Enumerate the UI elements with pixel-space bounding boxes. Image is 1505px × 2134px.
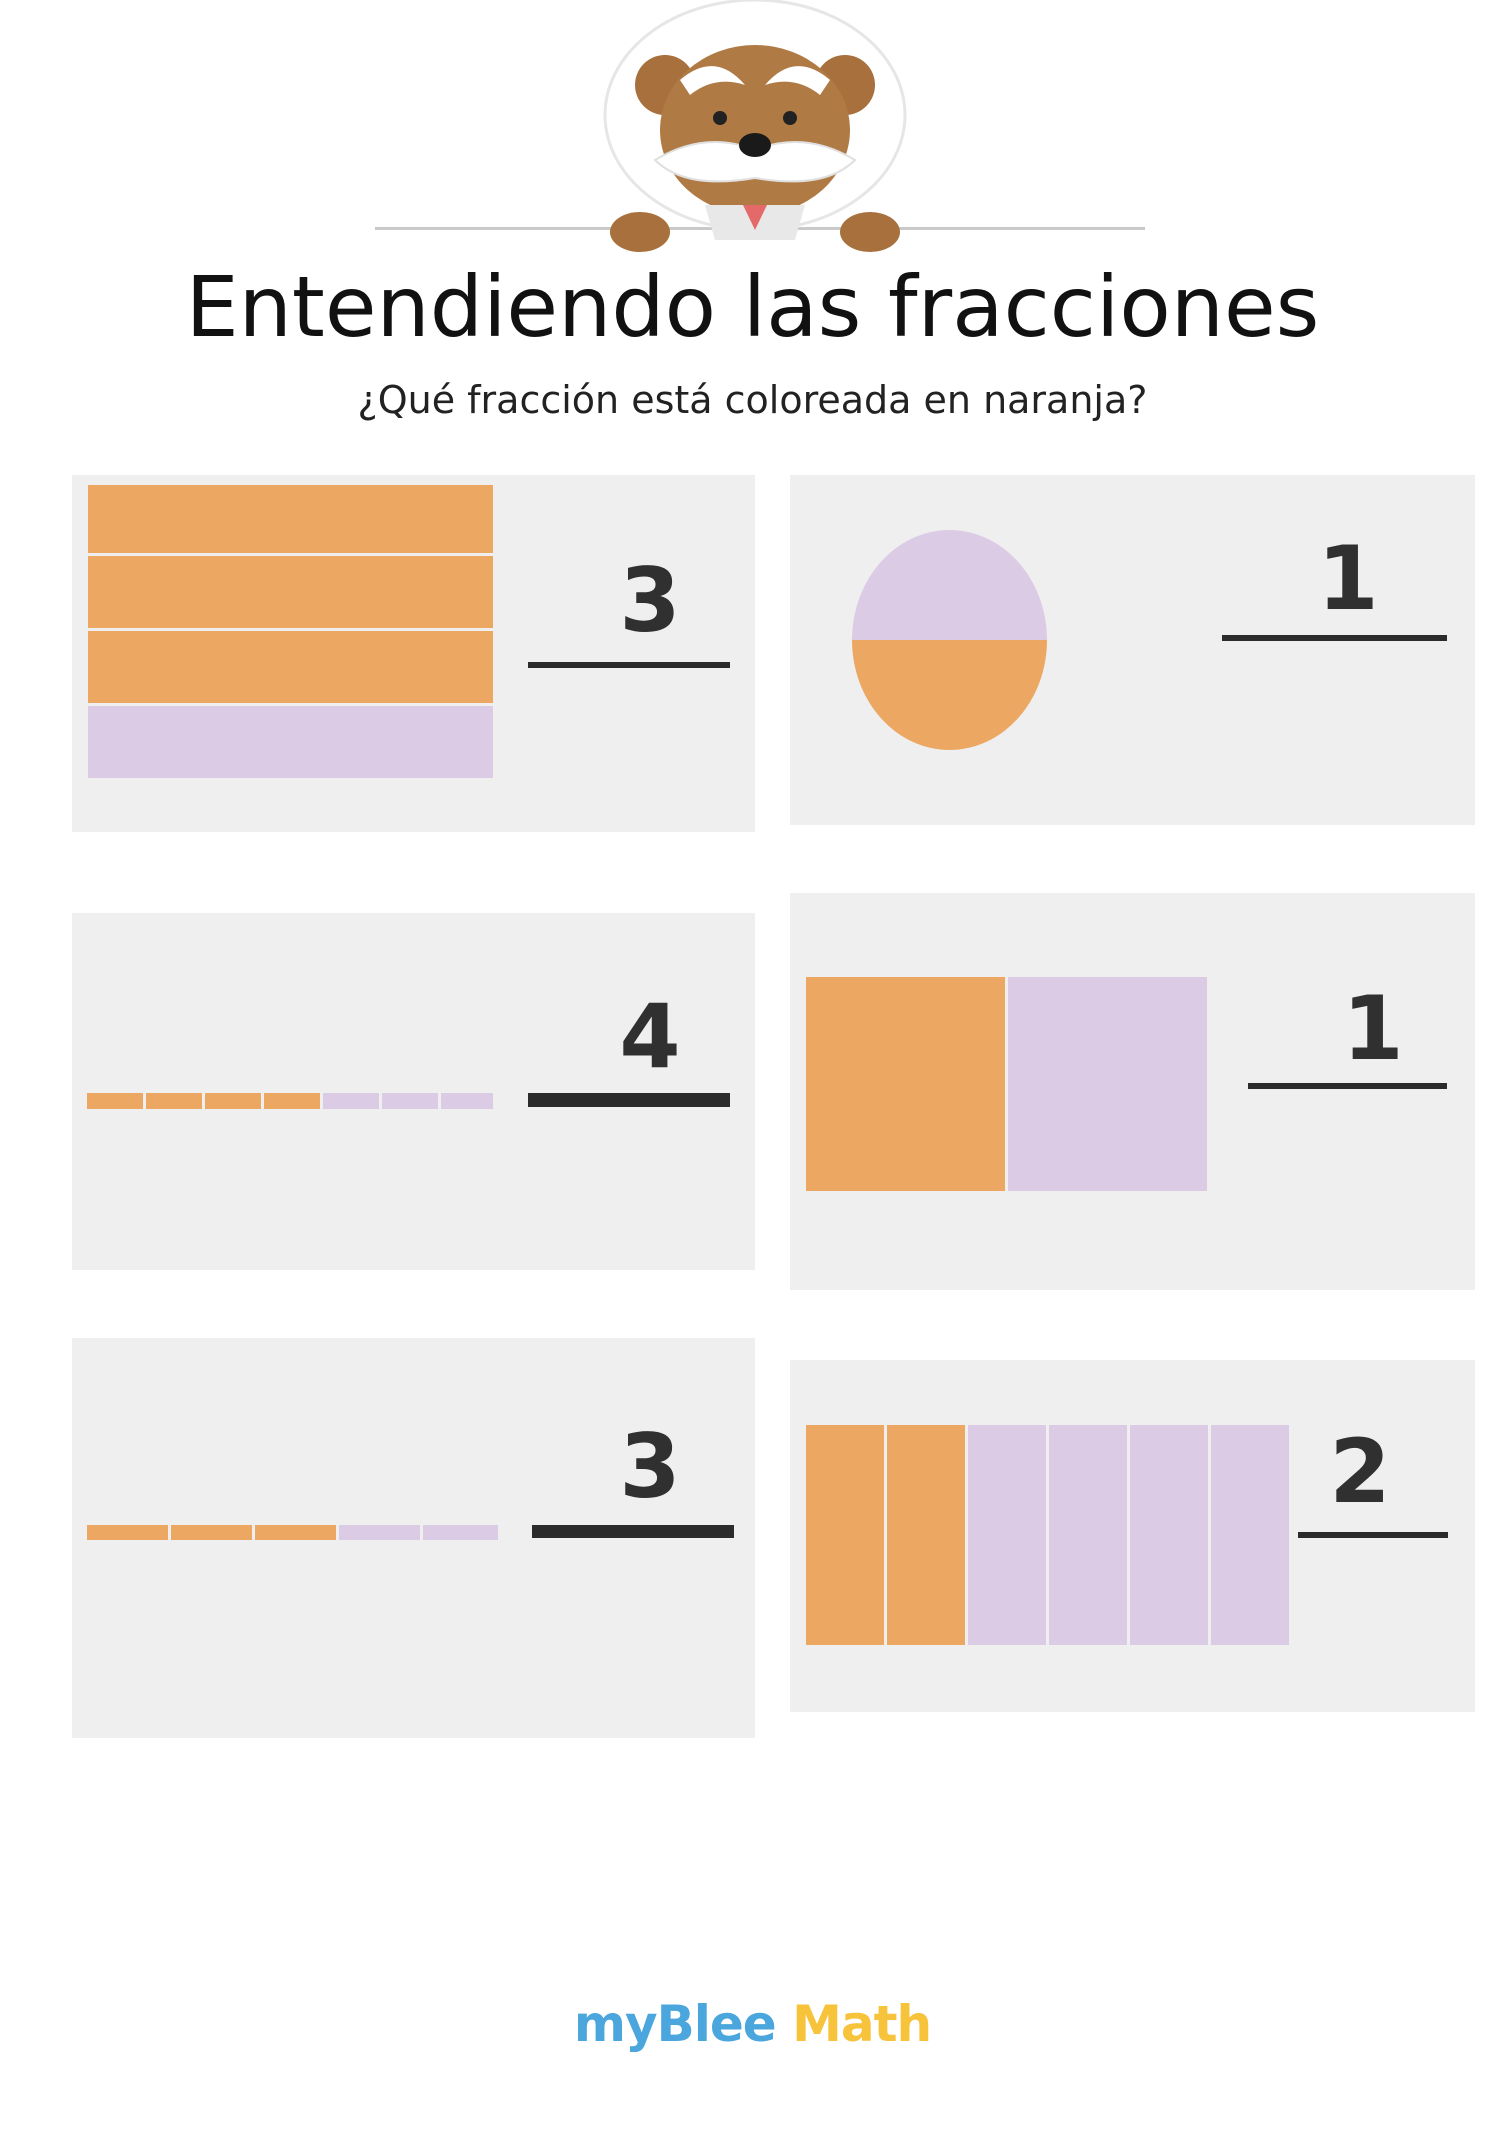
fraction-part-shaded	[87, 1525, 168, 1540]
fraction-bar	[1222, 635, 1447, 641]
numerator: 4	[619, 985, 681, 1088]
exercise-card-3: 4	[72, 913, 755, 1270]
exercise-card-6: 2	[790, 1360, 1475, 1712]
fraction-part-shaded	[806, 977, 1005, 1191]
fraction-bar	[1248, 1083, 1447, 1089]
fraction-part-unshaded	[1008, 977, 1207, 1191]
fraction-part-shaded	[146, 1093, 202, 1109]
fraction-part-shaded	[264, 1093, 320, 1109]
fraction-part-shaded	[88, 631, 493, 703]
exercise-card-1: 3	[72, 475, 755, 832]
fraction-bar	[1298, 1532, 1448, 1538]
circle-fraction	[852, 530, 1047, 750]
page-title: Entendiendo las fracciones	[185, 258, 1320, 356]
exercise-card-4: 1	[790, 893, 1475, 1290]
bear-mascot-icon	[603, 0, 907, 252]
fraction-part-unshaded	[323, 1093, 379, 1109]
fraction-bar	[532, 1525, 734, 1538]
fraction-part-unshaded	[88, 706, 493, 778]
exercise-card-5: 3	[72, 1338, 755, 1738]
numerator: 2	[1329, 1420, 1391, 1523]
fraction-part-unshaded	[339, 1525, 420, 1540]
numerator: 1	[1317, 527, 1379, 630]
fraction-part-shaded	[171, 1525, 252, 1540]
numerator: 3	[619, 549, 681, 652]
fraction-bar	[528, 1093, 730, 1107]
fraction-part-shaded	[255, 1525, 336, 1540]
fraction-part-shaded	[87, 1093, 143, 1109]
numerator: 3	[619, 1415, 681, 1518]
fraction-part-shaded	[205, 1093, 261, 1109]
fraction-part-unshaded	[1211, 1425, 1289, 1645]
page-subtitle: ¿Qué fracción está coloreada en naranja?	[357, 378, 1148, 422]
fraction-bar	[528, 662, 730, 668]
fraction-part-unshaded	[382, 1093, 438, 1109]
fraction-part-unshaded	[1049, 1425, 1127, 1645]
fraction-part-unshaded	[1130, 1425, 1208, 1645]
fraction-part-shaded	[806, 1425, 884, 1645]
fraction-part-shaded	[88, 556, 493, 628]
exercise-card-2: 1	[790, 475, 1475, 825]
myblee-math-logo: myBlee Math	[573, 1995, 932, 2053]
fraction-part-shaded	[852, 640, 1047, 750]
fraction-part-shaded	[887, 1425, 965, 1645]
fraction-part-unshaded	[968, 1425, 1046, 1645]
fraction-part-unshaded	[423, 1525, 498, 1540]
fraction-part-unshaded	[441, 1093, 493, 1109]
fraction-part-unshaded	[852, 530, 1047, 640]
fraction-part-shaded	[88, 485, 493, 553]
numerator: 1	[1342, 977, 1404, 1080]
